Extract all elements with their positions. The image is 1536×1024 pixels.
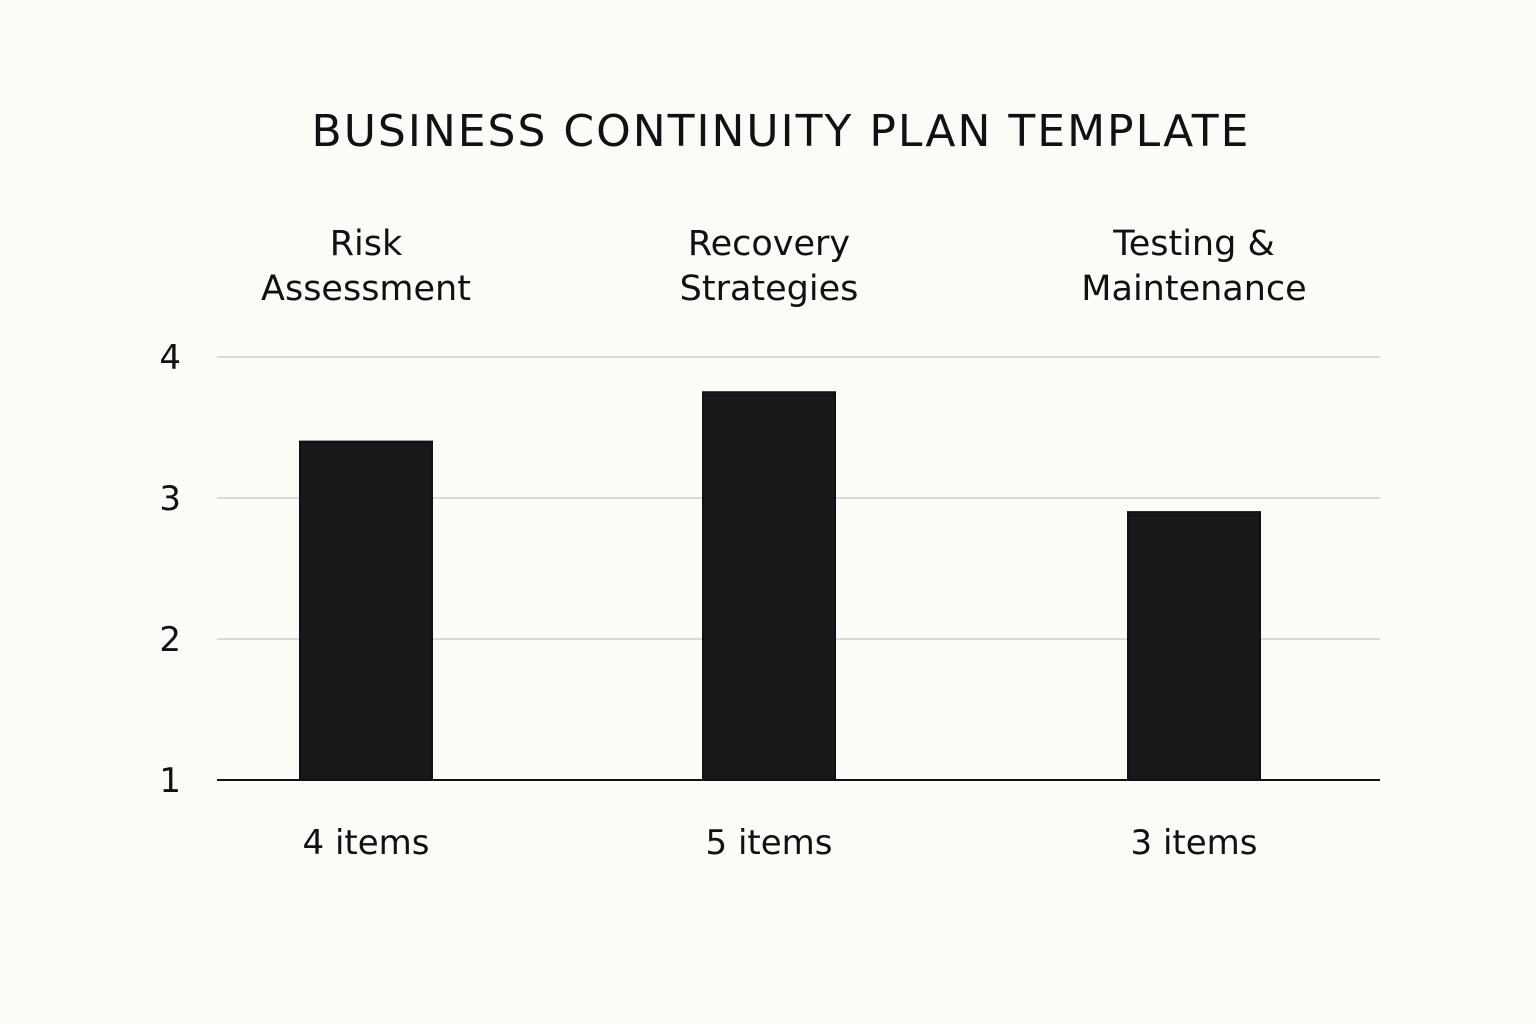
chart-title: BUSINESS CONTINUITY PLAN TEMPLATE: [312, 106, 1251, 157]
category-label-line: Recovery: [688, 224, 850, 264]
y-tick-label: 4: [159, 338, 181, 378]
bars: [299, 391, 1261, 781]
bar: [702, 391, 836, 781]
category-label-line: Maintenance: [1081, 269, 1306, 309]
data-label: 5 items: [706, 823, 833, 863]
category-label-line: Strategies: [680, 269, 859, 309]
y-tick-label: 3: [159, 479, 181, 519]
category-labels: Risk Assessment Recovery Strategies Testing …: [261, 224, 1307, 309]
category-label-line: Testing &: [1112, 224, 1274, 264]
data-label: 4 items: [303, 823, 430, 863]
data-labels: 4 items 5 items 3 items: [303, 823, 1258, 863]
y-tick-label: 1: [159, 761, 181, 801]
y-axis-ticks: 1 2 3 4: [159, 338, 181, 801]
category-label: Testing & Maintenance: [1081, 224, 1306, 309]
category-label: Recovery Strategies: [680, 224, 859, 309]
category-label: Risk Assessment: [261, 224, 471, 309]
data-label: 3 items: [1131, 823, 1258, 863]
category-label-line: Assessment: [261, 269, 471, 309]
bar: [1127, 511, 1261, 781]
category-label-line: Risk: [330, 224, 403, 264]
bar: [299, 440, 433, 781]
y-tick-label: 2: [159, 620, 181, 660]
